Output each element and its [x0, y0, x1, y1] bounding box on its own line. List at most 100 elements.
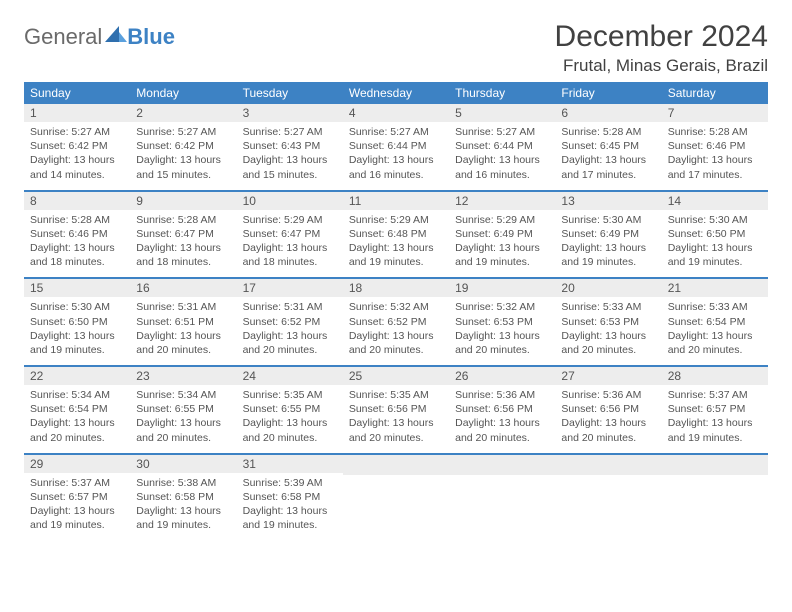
- title-block: December 2024 Frutal, Minas Gerais, Braz…: [555, 20, 768, 76]
- daylight-line: and 19 minutes.: [30, 518, 124, 532]
- dow-wednesday: Wednesday: [343, 82, 449, 104]
- daylight-line: and 20 minutes.: [136, 431, 230, 445]
- daylight-line: Daylight: 13 hours: [349, 329, 443, 343]
- sunrise-line: Sunrise: 5:29 AM: [455, 213, 549, 227]
- weeks-container: 1Sunrise: 5:27 AMSunset: 6:42 PMDaylight…: [24, 104, 768, 542]
- calendar-cell: 3Sunrise: 5:27 AMSunset: 6:43 PMDaylight…: [237, 104, 343, 190]
- calendar-cell: 11Sunrise: 5:29 AMSunset: 6:48 PMDayligh…: [343, 192, 449, 278]
- daylight-line: Daylight: 13 hours: [243, 416, 337, 430]
- daylight-line: and 17 minutes.: [561, 168, 655, 182]
- sunset-line: Sunset: 6:47 PM: [136, 227, 230, 241]
- sunrise-line: Sunrise: 5:33 AM: [668, 300, 762, 314]
- day-body: Sunrise: 5:36 AMSunset: 6:56 PMDaylight:…: [555, 385, 661, 453]
- daylight-line: Daylight: 13 hours: [561, 329, 655, 343]
- sunset-line: Sunset: 6:49 PM: [455, 227, 549, 241]
- sunrise-line: Sunrise: 5:27 AM: [30, 125, 124, 139]
- daylight-line: Daylight: 13 hours: [455, 329, 549, 343]
- daylight-line: and 14 minutes.: [30, 168, 124, 182]
- day-body: Sunrise: 5:28 AMSunset: 6:47 PMDaylight:…: [130, 210, 236, 278]
- day-body-empty: [555, 475, 661, 543]
- day-body: Sunrise: 5:30 AMSunset: 6:50 PMDaylight:…: [24, 297, 130, 365]
- calendar-cell: 29Sunrise: 5:37 AMSunset: 6:57 PMDayligh…: [24, 455, 130, 543]
- calendar-grid: Sunday Monday Tuesday Wednesday Thursday…: [24, 82, 768, 542]
- calendar-cell: 20Sunrise: 5:33 AMSunset: 6:53 PMDayligh…: [555, 279, 661, 365]
- day-number: 8: [24, 192, 130, 210]
- day-body-empty: [449, 475, 555, 543]
- sunrise-line: Sunrise: 5:32 AM: [455, 300, 549, 314]
- day-body: Sunrise: 5:33 AMSunset: 6:53 PMDaylight:…: [555, 297, 661, 365]
- daylight-line: Daylight: 13 hours: [561, 416, 655, 430]
- day-body: Sunrise: 5:39 AMSunset: 6:58 PMDaylight:…: [237, 473, 343, 541]
- daylight-line: and 19 minutes.: [668, 255, 762, 269]
- sunrise-line: Sunrise: 5:30 AM: [668, 213, 762, 227]
- calendar-cell: 18Sunrise: 5:32 AMSunset: 6:52 PMDayligh…: [343, 279, 449, 365]
- day-number: 25: [343, 367, 449, 385]
- calendar-cell: 30Sunrise: 5:38 AMSunset: 6:58 PMDayligh…: [130, 455, 236, 543]
- daylight-line: Daylight: 13 hours: [668, 241, 762, 255]
- day-body: Sunrise: 5:27 AMSunset: 6:43 PMDaylight:…: [237, 122, 343, 190]
- brand-word-2: Blue: [127, 26, 175, 48]
- daylight-line: Daylight: 13 hours: [349, 153, 443, 167]
- calendar-week: 22Sunrise: 5:34 AMSunset: 6:54 PMDayligh…: [24, 367, 768, 455]
- dow-thursday: Thursday: [449, 82, 555, 104]
- sunrise-line: Sunrise: 5:36 AM: [561, 388, 655, 402]
- daylight-line: Daylight: 13 hours: [455, 153, 549, 167]
- daylight-line: and 16 minutes.: [455, 168, 549, 182]
- day-body-empty: [662, 475, 768, 543]
- sunset-line: Sunset: 6:55 PM: [136, 402, 230, 416]
- sunrise-line: Sunrise: 5:29 AM: [243, 213, 337, 227]
- sunset-line: Sunset: 6:56 PM: [455, 402, 549, 416]
- day-body: Sunrise: 5:27 AMSunset: 6:42 PMDaylight:…: [24, 122, 130, 190]
- daylight-line: Daylight: 13 hours: [136, 153, 230, 167]
- daylight-line: Daylight: 13 hours: [668, 329, 762, 343]
- day-body: Sunrise: 5:31 AMSunset: 6:51 PMDaylight:…: [130, 297, 236, 365]
- sunrise-line: Sunrise: 5:27 AM: [455, 125, 549, 139]
- calendar-cell: 17Sunrise: 5:31 AMSunset: 6:52 PMDayligh…: [237, 279, 343, 365]
- sunset-line: Sunset: 6:46 PM: [30, 227, 124, 241]
- daylight-line: and 20 minutes.: [243, 343, 337, 357]
- calendar-cell: 21Sunrise: 5:33 AMSunset: 6:54 PMDayligh…: [662, 279, 768, 365]
- day-number: 7: [662, 104, 768, 122]
- daylight-line: Daylight: 13 hours: [668, 416, 762, 430]
- sunrise-line: Sunrise: 5:30 AM: [561, 213, 655, 227]
- sunset-line: Sunset: 6:54 PM: [30, 402, 124, 416]
- daylight-line: and 20 minutes.: [349, 343, 443, 357]
- calendar-week: 8Sunrise: 5:28 AMSunset: 6:46 PMDaylight…: [24, 192, 768, 280]
- sunset-line: Sunset: 6:55 PM: [243, 402, 337, 416]
- calendar-cell: [662, 455, 768, 543]
- calendar-cell: 28Sunrise: 5:37 AMSunset: 6:57 PMDayligh…: [662, 367, 768, 453]
- calendar-cell: 12Sunrise: 5:29 AMSunset: 6:49 PMDayligh…: [449, 192, 555, 278]
- sunrise-line: Sunrise: 5:27 AM: [243, 125, 337, 139]
- daylight-line: Daylight: 13 hours: [30, 329, 124, 343]
- daylight-line: Daylight: 13 hours: [30, 153, 124, 167]
- daylight-line: Daylight: 13 hours: [136, 329, 230, 343]
- sunset-line: Sunset: 6:58 PM: [136, 490, 230, 504]
- daylight-line: and 18 minutes.: [30, 255, 124, 269]
- location-line: Frutal, Minas Gerais, Brazil: [555, 56, 768, 76]
- day-body: Sunrise: 5:28 AMSunset: 6:45 PMDaylight:…: [555, 122, 661, 190]
- sunset-line: Sunset: 6:53 PM: [455, 315, 549, 329]
- day-body: Sunrise: 5:38 AMSunset: 6:58 PMDaylight:…: [130, 473, 236, 541]
- day-number: 31: [237, 455, 343, 473]
- sunset-line: Sunset: 6:45 PM: [561, 139, 655, 153]
- day-body: Sunrise: 5:32 AMSunset: 6:52 PMDaylight:…: [343, 297, 449, 365]
- daylight-line: and 19 minutes.: [243, 518, 337, 532]
- day-number: 28: [662, 367, 768, 385]
- calendar-cell: 5Sunrise: 5:27 AMSunset: 6:44 PMDaylight…: [449, 104, 555, 190]
- daylight-line: Daylight: 13 hours: [668, 153, 762, 167]
- day-number: [449, 455, 555, 475]
- day-number: 16: [130, 279, 236, 297]
- sunrise-line: Sunrise: 5:32 AM: [349, 300, 443, 314]
- daylight-line: and 19 minutes.: [561, 255, 655, 269]
- daylight-line: and 19 minutes.: [30, 343, 124, 357]
- day-body: Sunrise: 5:30 AMSunset: 6:50 PMDaylight:…: [662, 210, 768, 278]
- brand-logo: General Blue: [24, 26, 175, 48]
- daylight-line: and 20 minutes.: [561, 431, 655, 445]
- day-number: 3: [237, 104, 343, 122]
- calendar-cell: [343, 455, 449, 543]
- sunset-line: Sunset: 6:57 PM: [30, 490, 124, 504]
- dow-saturday: Saturday: [662, 82, 768, 104]
- daylight-line: and 17 minutes.: [668, 168, 762, 182]
- calendar-week: 29Sunrise: 5:37 AMSunset: 6:57 PMDayligh…: [24, 455, 768, 543]
- day-number: 29: [24, 455, 130, 473]
